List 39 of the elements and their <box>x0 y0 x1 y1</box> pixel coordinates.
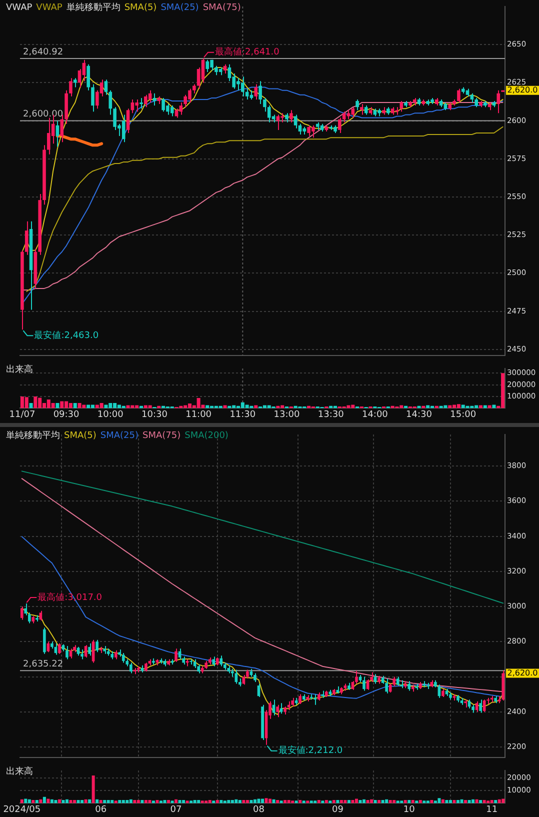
x-tick-label: 10 <box>403 804 416 815</box>
x-tick-label: 09:30 <box>53 410 80 420</box>
x-tick-label: 10:30 <box>142 410 168 420</box>
ref-line-label: 2,635.22 <box>23 659 64 670</box>
text: SMA(5) <box>64 431 96 441</box>
text: SMA(25) <box>100 431 138 441</box>
x-tick-label: 14:30 <box>406 410 432 420</box>
text: 2,620.0 <box>507 85 538 94</box>
annotation: 最安値:2,463.0 <box>34 330 99 341</box>
x-tick-label: 13:30 <box>318 410 344 420</box>
chart-title: 単純移動平均 <box>6 431 60 441</box>
ref-line-label: 2,640.92 <box>23 47 64 58</box>
x-tick-label: 2024/05 <box>3 804 41 815</box>
x-tick-label: 10:00 <box>97 410 124 420</box>
x-tick-label: 11 <box>486 804 498 815</box>
x-tick-label: 11:30 <box>230 410 256 420</box>
x-tick-label: 07 <box>170 804 182 815</box>
text: SMA(75) <box>202 3 241 13</box>
text: SMA(200) <box>184 431 228 441</box>
text: SMA(75) <box>142 431 181 441</box>
text: SMA(5) <box>124 3 157 13</box>
x-tick-label: 13:00 <box>274 410 300 420</box>
chart-title: 出来高 <box>6 365 33 375</box>
x-tick-label: 08 <box>253 804 265 815</box>
x-tick-label: 15:00 <box>450 410 476 420</box>
x-tick-label: 09 <box>332 804 344 815</box>
text: SMA(25) <box>160 3 199 13</box>
chart-title: VWAP <box>6 3 32 13</box>
text: VWAP <box>36 3 62 13</box>
x-tick-label: 14:00 <box>362 410 388 420</box>
annotation: 最高値:2,641.0 <box>214 46 280 58</box>
ref-line-label: 2,600.00 <box>23 110 64 120</box>
x-tick-label: 06 <box>95 804 107 815</box>
x-tick-label: 11/07 <box>9 410 36 420</box>
x-tick-label: 11:00 <box>186 410 212 420</box>
chart-subtitle: 単純移動平均 <box>66 3 120 13</box>
text: 2,620.0 <box>507 668 538 678</box>
chart-title: 出来高 <box>6 767 33 777</box>
annotation: 最安値:2,212.0 <box>278 745 343 756</box>
